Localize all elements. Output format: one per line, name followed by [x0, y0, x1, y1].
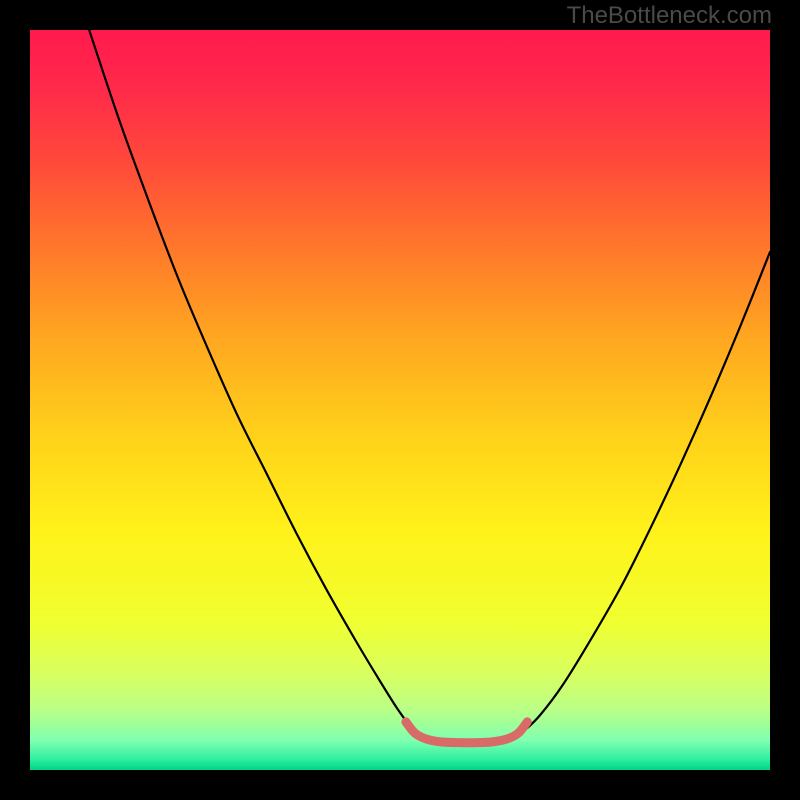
- chart-stage: TheBottleneck.com: [0, 0, 800, 800]
- plot-area: [30, 30, 770, 770]
- bottleneck-chart: [0, 0, 800, 800]
- watermark-text: TheBottleneck.com: [567, 2, 772, 30]
